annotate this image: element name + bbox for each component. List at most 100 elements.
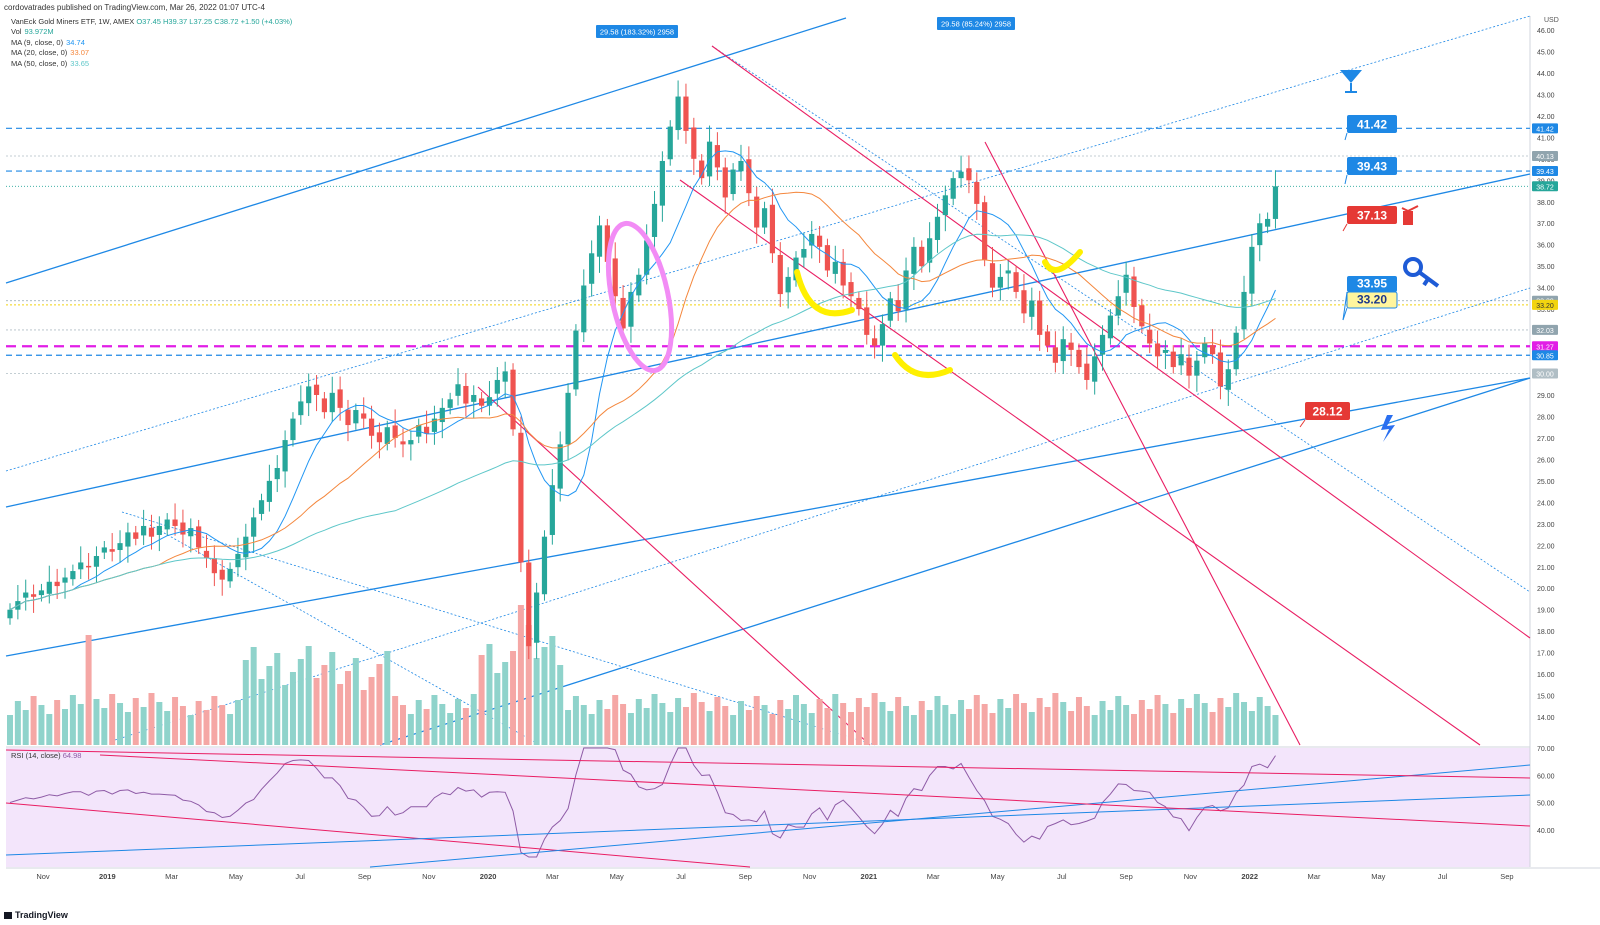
candle-body [423,426,430,434]
candle-body [1178,354,1184,366]
candle-body [769,204,776,254]
ma9-label: MA (9, close, 0) [11,37,64,47]
candle-body [1013,272,1019,292]
time-tick-label: Jul [295,872,305,881]
candle-body [628,291,634,327]
volume-bar [918,701,925,745]
candle-body [274,467,280,480]
price-tick-label: 23.00 [1537,522,1555,529]
price-tick-label: 27.00 [1537,436,1555,443]
candle-body [353,410,359,424]
candle-body [266,480,272,502]
volume-bar [478,655,485,745]
ma9-value: 34.74 [66,37,85,47]
price-tick-label: 16.00 [1537,672,1555,679]
candle-body [549,485,555,535]
candle-body [93,556,100,567]
candle-body [958,171,964,179]
price-tick-label: 45.00 [1537,49,1555,56]
volume-bar [1248,711,1255,745]
volume-bar [30,696,37,745]
volume-bar [486,644,493,745]
price-axis-badge-label: 32.03 [1536,328,1554,335]
volume-bar [1020,703,1027,745]
volume-bar [1044,707,1051,745]
price-tick-label: 34.00 [1537,286,1555,293]
candle-body [30,594,37,597]
candle-body [1068,342,1074,350]
candle-body [290,418,296,441]
volume-bar [965,709,972,745]
volume-bar [7,715,13,745]
price-axis-badge-label: 30.00 [1536,372,1554,379]
volume-bar [297,659,304,745]
highlight-smile [794,269,855,317]
price-axis-badge [1532,166,1558,177]
price-tick-label: 36.00 [1537,243,1555,250]
candle-body [581,285,587,333]
candle-body [392,425,398,438]
volume-bar [1068,711,1075,745]
volume-bar [227,714,234,745]
candle-body [982,202,988,260]
symbol-title: VanEck Gold Miners ETF, 1W, AMEX [11,17,135,26]
volume-bars [7,605,1279,745]
time-tick-label: May [610,872,624,881]
callout-pointer [1342,291,1348,321]
lightning-icon [1381,415,1395,442]
candle-body [235,553,241,568]
candle-body [895,300,901,312]
volume-bar [690,693,697,745]
callout-box [1347,115,1397,133]
channel-line-blue [5,17,847,284]
cocktail-glass-icon [1340,70,1362,93]
time-tick-label: Nov [1184,872,1198,881]
candle-body [864,307,870,335]
volume-bar [1036,698,1043,745]
tradingview-mark-icon [4,912,12,919]
volume-label: Vol [11,27,22,37]
candle-body [534,592,540,643]
candle-body [337,389,343,408]
candle-body [471,394,477,402]
price-tick-label: 35.00 [1537,264,1555,271]
ma50-label: MA (50, close, 0) [11,58,68,68]
time-tick-label: Mar [165,872,178,881]
candle-body [989,263,996,288]
volume-bar [855,698,862,745]
candle-body [345,409,351,426]
candle-body [659,160,665,206]
volume-bar [1241,702,1248,745]
candle-body [1084,363,1090,380]
candle-body [376,432,383,443]
candle-body [431,418,438,432]
volume-bar [879,702,886,745]
price-tick-label: 46.00 [1537,28,1555,35]
channel-line-dotted [121,511,876,746]
callout-label: 37.13 [1357,209,1387,223]
candle-body [203,550,210,559]
volume-bar [730,715,737,745]
volume-bar [1013,694,1020,745]
candle-body [1217,352,1224,387]
candle-body [1029,300,1035,317]
volume-bar [148,693,155,745]
gift-icon [1401,205,1419,225]
candle-body [714,145,720,168]
volume-bar [321,665,328,745]
brand-name: TradingView [15,910,68,920]
volume-bar [580,705,587,745]
candle-body [313,384,320,395]
volume-bar [1123,705,1130,745]
volume-bar [871,693,878,745]
price-tick-label: 18.00 [1537,629,1555,636]
callout-box [1347,276,1397,292]
volume-bar [950,714,957,745]
price-tick-label: 24.00 [1537,500,1555,507]
volume-bar [887,711,894,745]
callout-box [1346,291,1398,309]
price-axis-badge [1532,181,1558,192]
candle-body [604,225,610,262]
volume-bar [808,713,815,745]
